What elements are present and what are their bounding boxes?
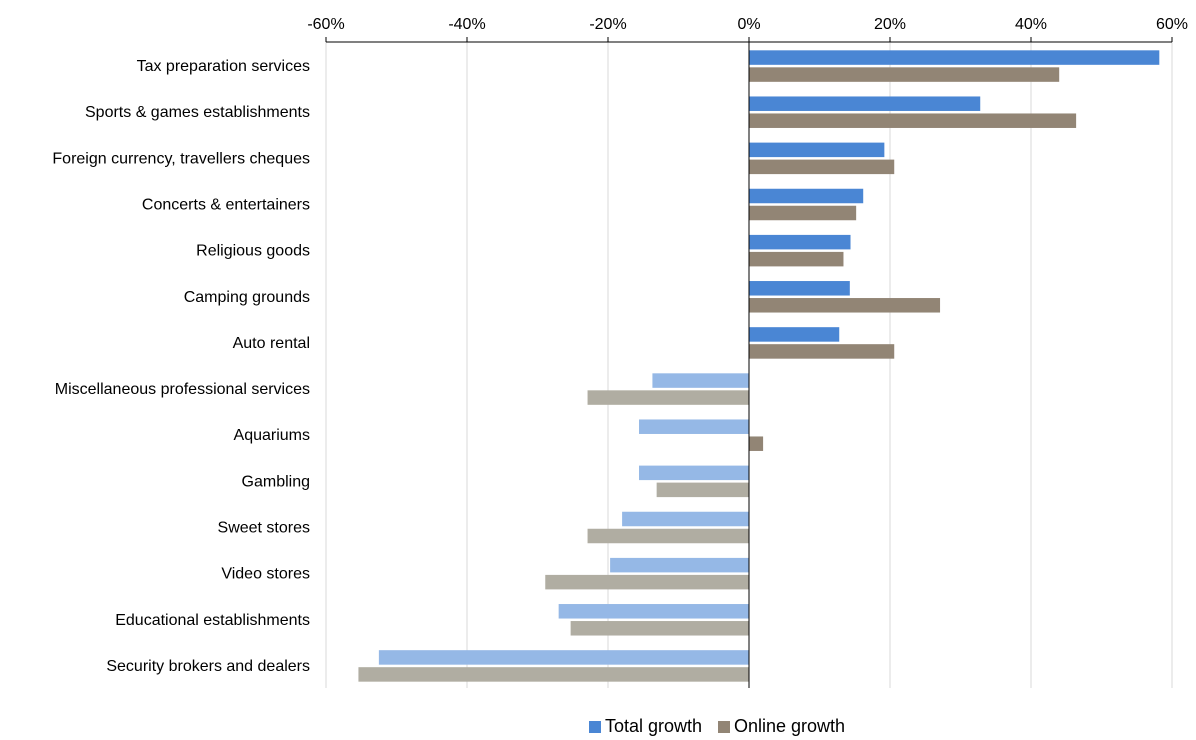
category-label: Tax preparation services bbox=[137, 58, 310, 75]
legend-swatch-online-growth bbox=[718, 720, 730, 733]
bar-total-growth bbox=[610, 557, 749, 573]
legend-swatch-total-growth bbox=[588, 720, 601, 733]
category-label: Video stores bbox=[221, 566, 310, 583]
bar-online-growth bbox=[570, 621, 749, 636]
legend: Total growth Online growth bbox=[0, 716, 1196, 737]
bar-online-growth bbox=[749, 436, 764, 451]
bar-online-growth bbox=[749, 251, 844, 267]
category-label: Educational establishments bbox=[115, 612, 310, 629]
bar-online-growth bbox=[656, 482, 749, 498]
category-label: Camping grounds bbox=[184, 289, 310, 306]
x-tick-label: 40% bbox=[1015, 16, 1047, 33]
legend-label-total-growth: Total growth bbox=[604, 716, 702, 736]
bar-total-growth bbox=[558, 604, 749, 619]
bar-online-growth bbox=[749, 344, 895, 359]
legend-label-online-growth: Online growth bbox=[734, 716, 846, 736]
x-tick-label: -60% bbox=[307, 16, 344, 33]
category-label: Foreign currency, travellers cheques bbox=[52, 150, 310, 167]
legend-item-total-growth: Total growth bbox=[351, 716, 702, 737]
category-label: Aquariums bbox=[234, 427, 310, 444]
bar-total-growth bbox=[749, 188, 864, 204]
bar-total-growth bbox=[749, 327, 840, 342]
category-label: Religious goods bbox=[196, 243, 310, 260]
bar-total-growth bbox=[639, 419, 749, 434]
bar-online-growth bbox=[587, 528, 749, 544]
bar-total-growth bbox=[749, 234, 851, 250]
bar-total-growth bbox=[652, 373, 749, 388]
bar-total-growth bbox=[749, 50, 1160, 65]
x-tick-label: 20% bbox=[874, 16, 906, 33]
bar-online-growth bbox=[749, 113, 1077, 128]
bar-online-growth bbox=[749, 205, 857, 221]
bar-chart: -60% -40% -20% 0% 20% 40% 60% Tax preparation s… bbox=[52, 16, 1188, 688]
bars bbox=[358, 50, 1160, 682]
bar-total-growth bbox=[639, 465, 749, 481]
bar-online-growth bbox=[749, 298, 941, 313]
gridlines bbox=[325, 42, 1173, 688]
category-label: Security brokers and dealers bbox=[106, 658, 310, 675]
bar-online-growth bbox=[545, 574, 749, 590]
x-tick-label: 0% bbox=[737, 16, 760, 33]
category-label: Auto rental bbox=[233, 335, 310, 352]
bar-online-growth bbox=[749, 67, 1060, 82]
bar-total-growth bbox=[749, 142, 885, 158]
category-label: Gambling bbox=[242, 473, 310, 490]
bar-online-growth bbox=[749, 159, 895, 175]
bar-total-growth bbox=[749, 96, 981, 111]
category-label: Sports & games establishments bbox=[85, 104, 310, 121]
bar-total-growth bbox=[378, 650, 749, 665]
bar-total-growth bbox=[622, 511, 749, 527]
x-tick-label: -40% bbox=[448, 16, 485, 33]
category-label: Miscellaneous professional services bbox=[55, 381, 310, 398]
labels: -60% -40% -20% 0% 20% 40% 60% Tax preparation s… bbox=[52, 16, 1188, 675]
bar-online-growth bbox=[587, 390, 749, 405]
x-tick-label: -20% bbox=[589, 16, 626, 33]
x-tick-label: 60% bbox=[1156, 16, 1188, 33]
bar-online-growth bbox=[358, 667, 749, 682]
category-label: Sweet stores bbox=[218, 520, 310, 537]
bar-total-growth bbox=[749, 281, 850, 296]
category-label: Concerts & entertainers bbox=[142, 197, 310, 214]
axes bbox=[325, 37, 1173, 688]
legend-item-online-growth: Online growth bbox=[718, 716, 845, 737]
